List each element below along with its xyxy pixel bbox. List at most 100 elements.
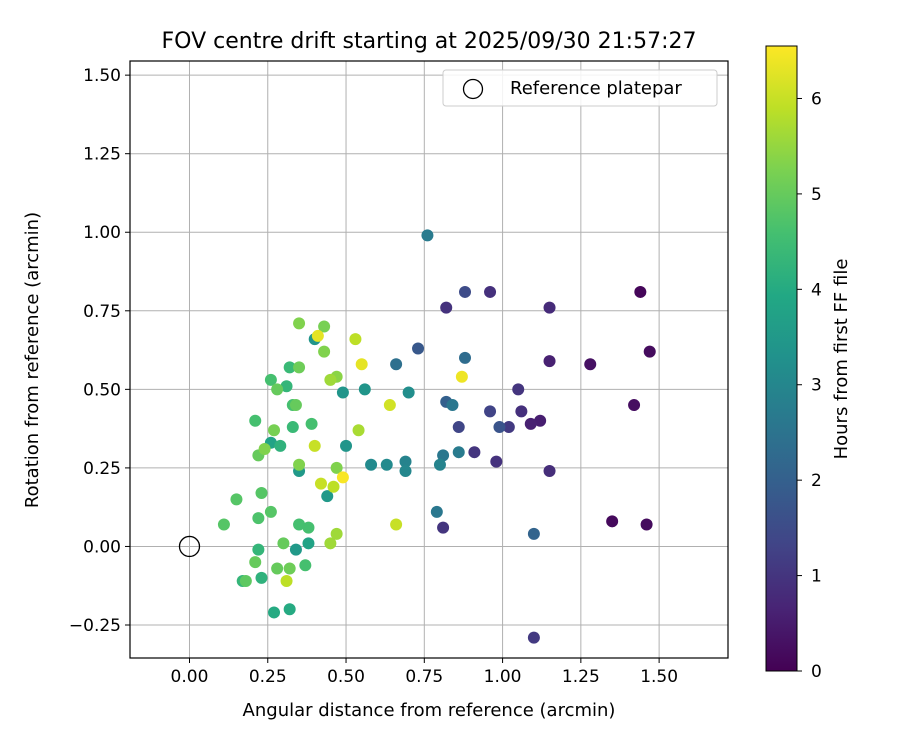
data-point xyxy=(433,458,446,471)
y-tick-label: 0.75 xyxy=(83,302,121,322)
data-point xyxy=(515,405,528,418)
data-point xyxy=(459,285,472,298)
data-point xyxy=(268,424,281,437)
data-point xyxy=(543,355,556,368)
x-tick-label: 0.25 xyxy=(249,667,287,687)
data-point xyxy=(258,443,271,456)
y-axis-label: Rotation from reference (arcmin) xyxy=(22,212,43,508)
colorbar-gradient xyxy=(765,45,798,672)
data-point xyxy=(305,417,318,430)
data-point xyxy=(302,521,315,534)
y-tick-label: −0.25 xyxy=(69,616,121,636)
data-point xyxy=(249,556,262,569)
colorbar-tick-label: 2 xyxy=(811,471,822,491)
data-point xyxy=(302,537,315,550)
data-points xyxy=(178,229,656,644)
data-point xyxy=(255,571,268,584)
data-point xyxy=(383,399,396,412)
data-point xyxy=(380,458,393,471)
data-point xyxy=(430,505,443,518)
data-point xyxy=(412,342,425,355)
data-point xyxy=(330,461,343,474)
plot-frame xyxy=(129,60,729,659)
data-point xyxy=(252,543,265,556)
data-point xyxy=(543,465,556,478)
legend: Reference platepar xyxy=(442,69,718,107)
data-point xyxy=(484,405,497,418)
grid xyxy=(130,61,728,658)
data-point xyxy=(399,455,412,468)
x-tick-label: 1.00 xyxy=(484,667,522,687)
data-point xyxy=(355,358,368,371)
data-point xyxy=(493,421,506,434)
colorbar-tick-label: 6 xyxy=(811,89,822,109)
colorbar-tick-label: 3 xyxy=(811,376,822,396)
data-point xyxy=(239,575,252,588)
data-point xyxy=(402,386,415,399)
data-point xyxy=(318,345,331,358)
data-point xyxy=(271,383,284,396)
data-point xyxy=(283,562,296,575)
data-point xyxy=(283,603,296,616)
legend-marker xyxy=(462,78,484,100)
data-point xyxy=(293,361,306,374)
data-point xyxy=(252,512,265,525)
data-point xyxy=(524,417,537,430)
data-point xyxy=(643,345,656,358)
data-point xyxy=(490,455,503,468)
data-point xyxy=(277,537,290,550)
y-tick-label: 1.00 xyxy=(83,223,121,243)
data-point xyxy=(437,449,450,462)
data-point xyxy=(327,480,340,493)
chart-title: FOV centre drift starting at 2025/09/30 … xyxy=(162,29,697,54)
data-point xyxy=(308,439,321,452)
data-point xyxy=(628,399,641,412)
data-point xyxy=(543,301,556,314)
data-point xyxy=(264,505,277,518)
x-tick-label: 0.75 xyxy=(405,667,443,687)
x-axis-ticks: 0.00 0.25 0.50 0.75 1.00 1.25 1.50 xyxy=(171,658,678,687)
data-point xyxy=(452,421,465,434)
legend-box xyxy=(442,69,718,107)
data-point xyxy=(249,414,262,427)
y-tick-label: 0.50 xyxy=(83,380,121,400)
data-point xyxy=(230,493,243,506)
x-tick-label: 1.25 xyxy=(562,667,600,687)
legend-label: Reference platepar xyxy=(510,78,682,99)
data-point xyxy=(584,358,597,371)
data-point xyxy=(217,518,230,531)
colorbar-tick-label: 4 xyxy=(811,280,822,300)
y-axis-ticks: −0.25 0.00 0.25 0.50 0.75 1.00 1.25 1.50 xyxy=(69,66,130,636)
colorbar-tick-label: 1 xyxy=(811,567,822,587)
y-tick-label: 1.25 xyxy=(83,145,121,165)
data-point xyxy=(358,383,371,396)
data-point xyxy=(336,471,349,484)
data-point xyxy=(534,414,547,427)
data-point xyxy=(311,329,324,342)
colorbar-ticks: 0 1 2 3 4 5 6 xyxy=(797,89,822,682)
data-point xyxy=(289,399,302,412)
data-point xyxy=(293,317,306,330)
data-point xyxy=(459,351,472,364)
data-point xyxy=(421,229,434,242)
data-point xyxy=(289,543,302,556)
data-point xyxy=(321,490,334,503)
data-point xyxy=(336,386,349,399)
x-tick-label: 0.00 xyxy=(171,667,209,687)
data-point xyxy=(440,301,453,314)
data-point xyxy=(399,465,412,478)
data-point xyxy=(330,527,343,540)
data-point xyxy=(455,370,468,383)
data-point xyxy=(318,320,331,333)
data-point xyxy=(484,285,497,298)
data-point xyxy=(274,439,287,452)
data-point xyxy=(390,518,403,531)
data-point xyxy=(634,285,647,298)
data-point xyxy=(340,439,353,452)
data-point xyxy=(280,380,293,393)
y-tick-label: 0.00 xyxy=(83,537,121,557)
colorbar-tick-label: 0 xyxy=(811,662,822,682)
y-tick-label: 1.50 xyxy=(83,66,121,86)
data-point xyxy=(324,373,337,386)
